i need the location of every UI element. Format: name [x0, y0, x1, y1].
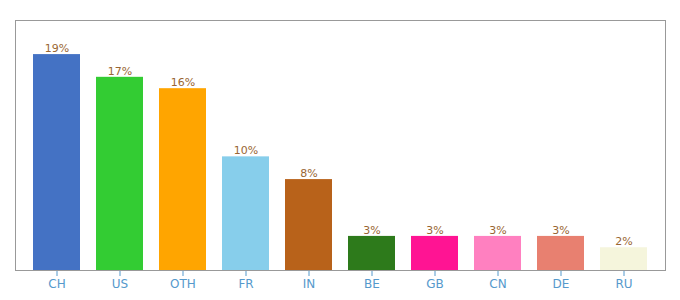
svg-text:8%: 8%: [300, 167, 317, 180]
svg-text:3%: 3%: [552, 224, 569, 237]
svg-text:IN: IN: [303, 277, 316, 291]
svg-text:OTH: OTH: [170, 277, 196, 291]
svg-text:2%: 2%: [615, 235, 632, 248]
svg-text:3%: 3%: [363, 224, 380, 237]
svg-text:17%: 17%: [108, 65, 132, 78]
svg-text:10%: 10%: [234, 144, 258, 157]
svg-text:RU: RU: [615, 277, 632, 291]
svg-text:FR: FR: [238, 277, 253, 291]
svg-text:3%: 3%: [426, 224, 443, 237]
svg-text:DE: DE: [553, 277, 570, 291]
svg-text:16%: 16%: [171, 76, 195, 89]
svg-text:BE: BE: [364, 277, 380, 291]
svg-text:3%: 3%: [489, 224, 506, 237]
svg-text:CH: CH: [48, 277, 65, 291]
svg-text:CN: CN: [489, 277, 506, 291]
svg-text:GB: GB: [426, 277, 444, 291]
svg-text:19%: 19%: [45, 42, 69, 55]
svg-text:US: US: [112, 277, 128, 291]
